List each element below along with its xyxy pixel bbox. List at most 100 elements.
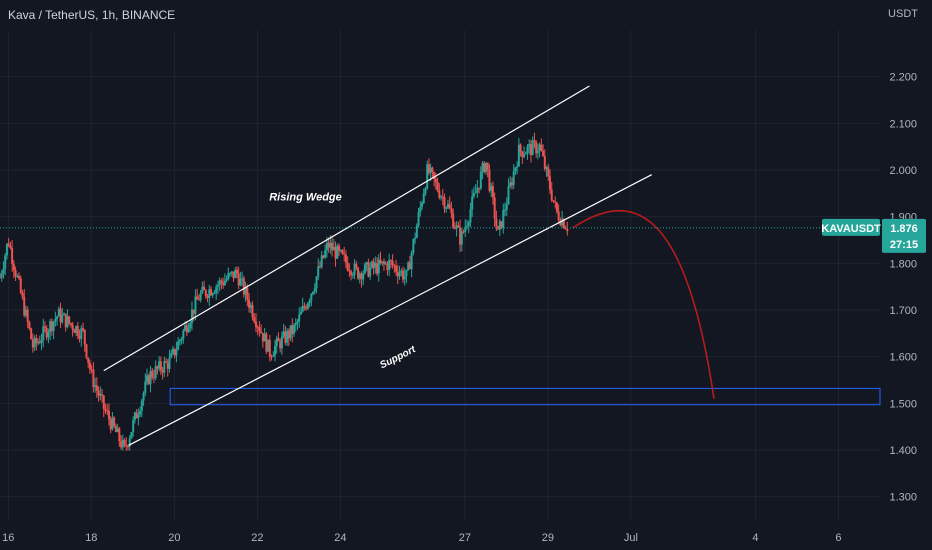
candle-body [144,381,147,394]
candle-body [289,325,292,339]
candle-body [261,333,264,342]
candle-body [490,186,493,191]
chart-title: Kava / TetherUS, 1h, BINANCE [8,8,176,22]
candle-body [23,296,26,316]
candle-body [116,428,119,433]
demand-zone-layer [169,387,881,406]
price-tags: KAVAUSDT 1.876 27:15 [821,218,926,253]
candle-body [452,213,455,228]
candle-body [559,220,562,226]
candle-body [140,400,143,412]
candle-body [415,225,418,238]
candle-body [491,186,494,198]
candle-body [235,269,238,274]
candle-body [267,339,270,352]
candle-body [533,140,536,143]
candle-body [260,331,263,334]
price-tick-label: 2.000 [889,165,917,177]
candle-body [168,357,171,369]
candle-body [543,155,546,169]
candle-body [353,263,356,275]
candle-body [554,201,557,203]
candle-body [199,293,202,300]
candle-body [64,313,67,328]
candle-body [419,206,422,213]
candle-body [433,171,436,179]
candle-body [488,169,491,191]
candle-body [21,292,24,297]
wedge-lines [0,85,880,446]
candle-body [125,444,128,447]
candle-body [121,439,124,448]
projection-curve [572,209,715,399]
candle-body [270,356,273,358]
candle-body [201,286,204,294]
candle-body [327,242,330,248]
candle-body [0,277,1,279]
candle-body [550,189,553,201]
candle-body [26,309,29,322]
candle-body [414,237,417,240]
candle-body [325,242,328,251]
candle-body [254,321,257,328]
candle-body [230,271,233,274]
candle-body [486,162,489,170]
candle-body [561,219,564,226]
candle-body [279,341,282,349]
candle-body [358,273,361,279]
candle-body [391,260,394,266]
candle-body [33,338,36,348]
candle-body [133,412,136,421]
candle-body [222,282,225,286]
candle-body [509,182,512,187]
candle-body [370,261,373,268]
candle-body [139,411,142,415]
candle-body [395,265,398,272]
candle-body [197,299,200,301]
candle-body [256,327,259,329]
candle-body [97,390,100,396]
candle-body [514,167,517,172]
candle-body [434,178,437,182]
candle-body [114,426,117,433]
candle-body [339,250,342,252]
candle-body [523,154,526,157]
candle-body [244,287,247,295]
candle-body [372,261,375,268]
candle-body [208,289,211,299]
candle-body [237,273,240,286]
candle-body [248,299,251,308]
candle-body [369,267,372,277]
candle-body [360,273,363,280]
candle-body [382,261,385,264]
candle-body [75,326,78,333]
candle-body [218,280,221,285]
candle-body [104,408,107,411]
candle-body [460,231,463,245]
candle-body [313,288,316,292]
candle-body [331,242,334,251]
candle-body [412,239,415,253]
candle-body [42,326,45,341]
candle-body [182,330,185,339]
candle-body [301,306,304,312]
time-axis[interactable]: 16 18 20 22 24 27 29 Jul 4 6 [2,532,841,544]
candle-body [229,273,232,275]
candle-body [277,338,280,342]
price-axis[interactable]: 2.2002.1002.0001.9001.8001.7001.6001.500… [889,72,917,504]
candle-body [471,196,474,210]
price-tick-label: 1.400 [889,445,917,457]
candle-body [332,246,335,251]
candle-body [476,187,479,193]
candle-body [275,338,278,347]
candle-body [258,327,261,332]
candle-body [495,218,498,227]
candle-body [187,328,190,333]
candle-body [19,278,22,293]
candle-body [389,260,392,262]
candle-body [507,186,510,205]
candle-body [455,225,458,229]
candle-body [251,305,254,318]
candle-body [118,428,121,442]
